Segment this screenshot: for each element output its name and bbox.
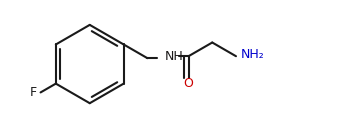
- Text: F: F: [30, 86, 37, 99]
- Text: NH: NH: [165, 50, 184, 63]
- Text: O: O: [184, 77, 194, 90]
- Text: NH₂: NH₂: [241, 48, 265, 61]
